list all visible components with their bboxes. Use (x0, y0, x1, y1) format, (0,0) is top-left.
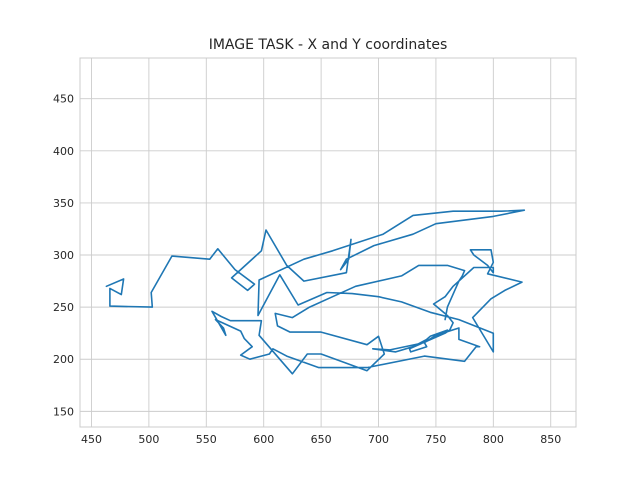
x-tick-label: 550 (196, 433, 217, 446)
chart-title: IMAGE TASK - X and Y coordinates (209, 37, 448, 53)
y-tick-label: 300 (53, 249, 74, 262)
y-tick-label: 200 (53, 353, 74, 366)
y-tick-label: 450 (53, 93, 74, 106)
x-tick-label: 600 (253, 433, 274, 446)
series-layer (105, 209, 526, 375)
x-tick-label: 850 (540, 433, 561, 446)
y-tick-label: 250 (53, 301, 74, 314)
x-tick-label: 500 (138, 433, 159, 446)
x-tick-label: 700 (368, 433, 389, 446)
x-tick-label: 450 (81, 433, 102, 446)
y-gridlines (80, 98, 576, 412)
y-tick-label: 350 (53, 197, 74, 210)
series-line-1 (105, 209, 526, 375)
x-tick-label: 800 (483, 433, 504, 446)
plot-frame (79, 57, 577, 428)
y-tick-labels: 150 200 250 300 350 400 450 (53, 93, 74, 419)
y-tick-label: 400 (53, 145, 74, 158)
x-tick-label: 750 (425, 433, 446, 446)
y-tick-label: 150 (53, 405, 74, 418)
x-gridlines (91, 58, 552, 427)
x-tick-labels: 450 500 550 600 650 700 750 800 850 (81, 433, 561, 446)
x-tick-label: 650 (311, 433, 332, 446)
